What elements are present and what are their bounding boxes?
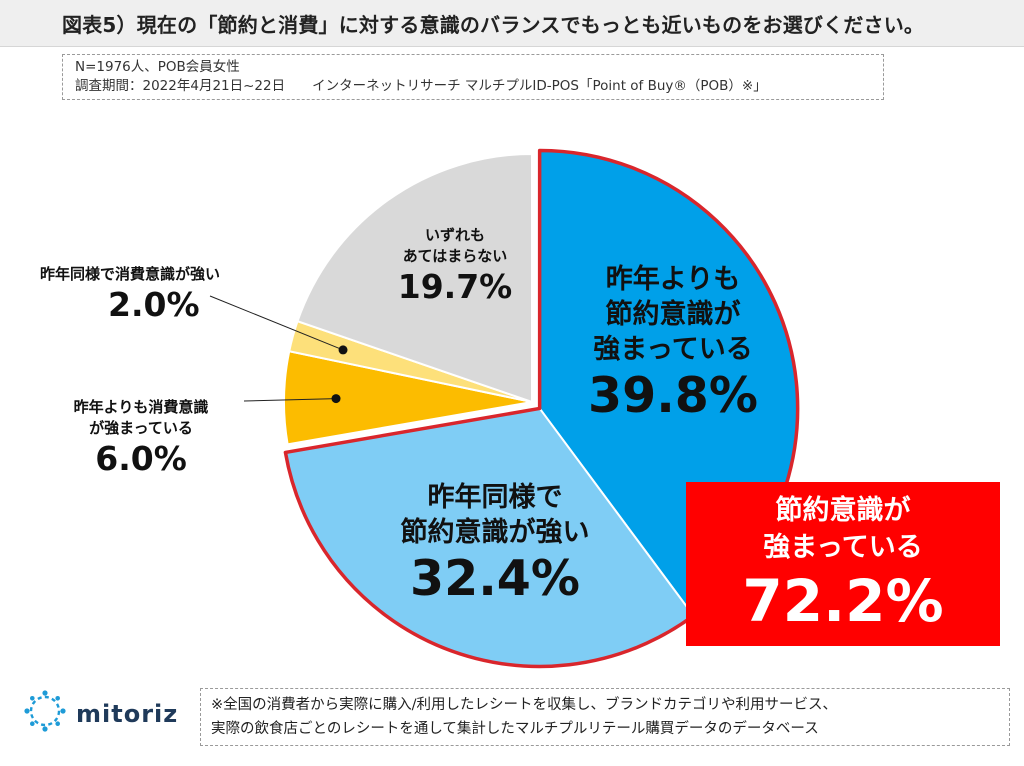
label-slice-saving-same-line1: 昨年同様で xyxy=(427,482,563,513)
value-slice-saving-same: 32.4% xyxy=(410,550,580,607)
leader-consumption-increased xyxy=(243,398,337,402)
figure-title: 図表5）現在の「節約と消費」に対する意識のバランスでもっとも近いものをお選びくだ… xyxy=(62,13,925,37)
header-bar: 図表5）現在の「節約と消費」に対する意識のバランスでもっとも近いものをお選びくだ… xyxy=(0,0,1024,47)
label-slice-none-line1: いずれも xyxy=(424,226,485,244)
label-slice-none-line2: あてはまらない xyxy=(402,247,508,265)
leader-consumption-increased-dot xyxy=(331,394,341,404)
logo-wordmark: mitoriz xyxy=(76,700,179,728)
value-slice-consumption-increased: 6.0% xyxy=(95,439,187,478)
label-slice-consumption-same: 昨年同様で消費意識が強い 2.0% xyxy=(40,264,270,325)
slice-none xyxy=(296,152,533,404)
saving-total-line1: 節約意識が xyxy=(775,495,911,526)
logo-mark-icon xyxy=(24,690,66,732)
label-slice-saving-increased-line3: 強まっている xyxy=(593,334,753,365)
mitoriz-logo xyxy=(24,690,66,732)
value-slice-none: 19.7% xyxy=(397,267,513,306)
footnote-line1: ※全国の消費者から実際に購入/利用したレシートを収集し、ブランドカテゴリや利用サ… xyxy=(211,697,838,713)
leader-consumption-same-dot xyxy=(338,345,348,355)
label-slice-saving-same: 昨年同様で 節約意識が強い 32.4% xyxy=(380,480,610,608)
label-slice-saving-increased-line2: 節約意識が xyxy=(605,299,741,330)
saving-total-value: 72.2% xyxy=(742,567,944,635)
label-slice-consumption-increased-line2: が強まっている xyxy=(89,419,193,437)
label-slice-consumption-increased-line1: 昨年よりも消費意識 xyxy=(73,398,209,416)
note-period: 調査期間：2022年4月21日~22日 インターネットリサーチ マルチプルID-… xyxy=(75,78,767,94)
value-slice-consumption-same: 2.0% xyxy=(108,285,200,324)
footnote-line2: 実際の飲食店ごとのレシートを通して集計したマルチプルリテール購買データのデータベ… xyxy=(211,721,819,737)
saving-total-line2: 強まっている xyxy=(763,532,923,563)
label-slice-none: いずれも あてはまらない 19.7% xyxy=(380,225,530,307)
footnote: ※全国の消費者から実際に購入/利用したレシートを収集し、ブランドカテゴリや利用サ… xyxy=(200,688,1010,746)
note-sample: N=1976人、POB会員女性 xyxy=(75,59,240,75)
leader-consumption-same xyxy=(209,295,344,351)
label-slice-saving-increased: 昨年よりも 節約意識が 強まっている 39.8% xyxy=(548,262,798,425)
label-slice-consumption-same-line1: 昨年同様で消費意識が強い xyxy=(40,265,221,283)
survey-note: N=1976人、POB会員女性 調査期間：2022年4月21日~22日 インター… xyxy=(62,54,884,100)
label-slice-saving-same-line2: 節約意識が強い xyxy=(400,517,590,548)
value-slice-saving-increased: 39.8% xyxy=(588,367,758,424)
label-slice-consumption-increased: 昨年よりも消費意識 が強まっている 6.0% xyxy=(56,397,226,479)
saving-total-box: 節約意識が 強まっている 72.2% xyxy=(686,482,1000,646)
label-slice-saving-increased-line1: 昨年よりも xyxy=(605,264,741,295)
